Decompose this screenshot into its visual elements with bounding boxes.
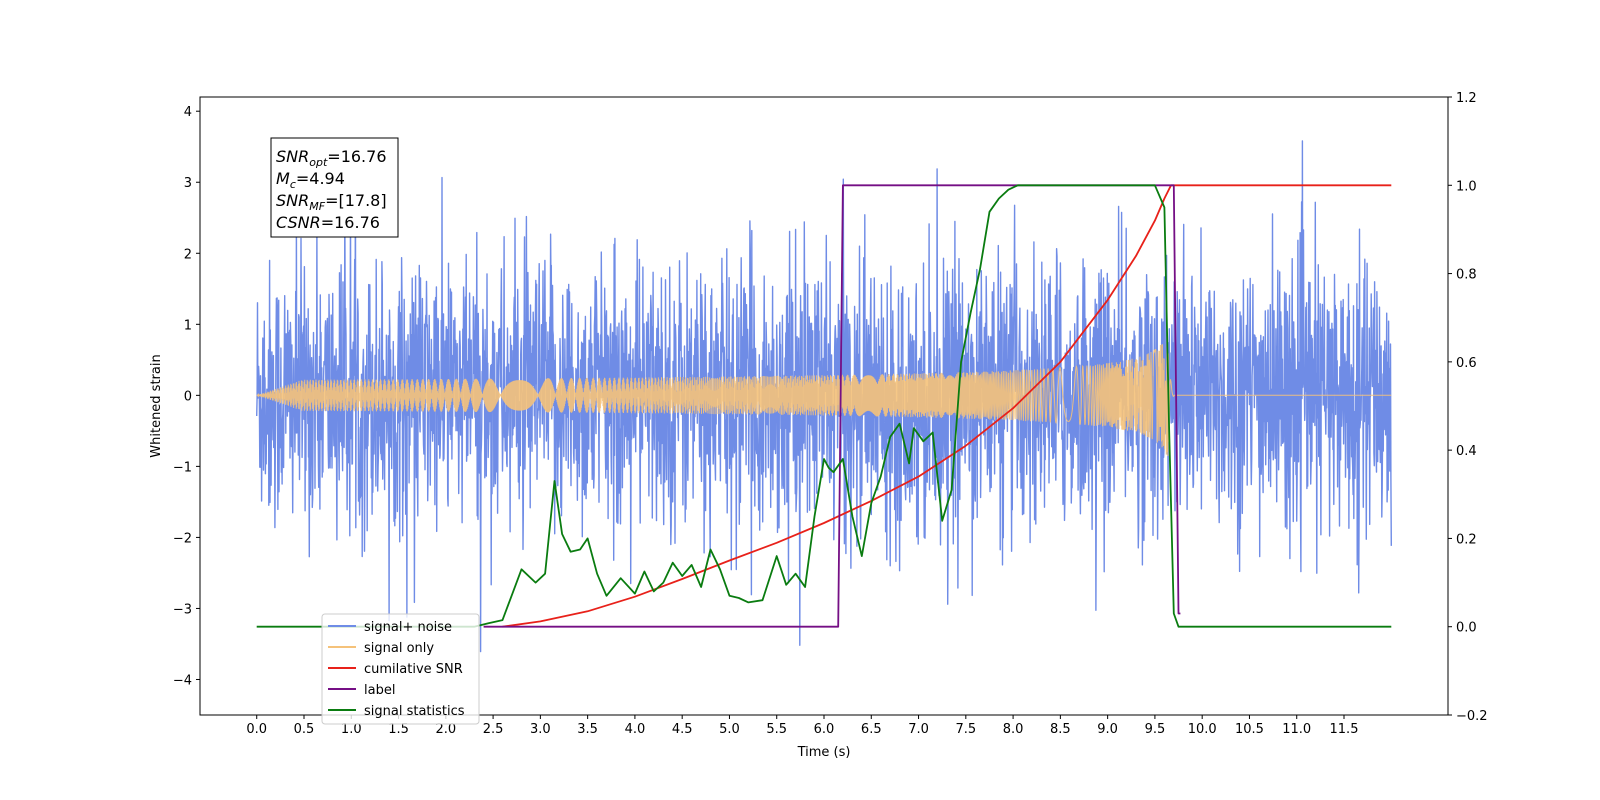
y2-tick-label: 0.4	[1456, 444, 1477, 459]
y-tick-label: 3	[184, 176, 192, 191]
y2-tick-label: 1.2	[1456, 91, 1477, 106]
series-signal-statistics	[256, 184, 1392, 628]
x-tick-label: 1.0	[341, 722, 362, 737]
x-tick-label: 4.5	[672, 722, 693, 737]
y-tick-label: −3	[173, 602, 192, 617]
legend-label: signal statistics	[364, 704, 465, 719]
x-tick-label: 6.5	[861, 722, 882, 737]
x-tick-label: 9.5	[1145, 722, 1166, 737]
x-tick-label: 3.0	[530, 722, 551, 737]
plot-area	[256, 140, 1392, 653]
x-tick-label: 0.0	[246, 722, 267, 737]
x-tick-label: 11.0	[1282, 722, 1311, 737]
legend-label: cumilative SNR	[364, 662, 463, 677]
annotation-line: Mc=4.94	[276, 169, 345, 191]
x-tick-label: 6.0	[814, 722, 835, 737]
x-tick-label: 1.5	[388, 722, 409, 737]
series-signal-noise	[256, 140, 1392, 653]
legend-label: signal+ noise	[364, 620, 452, 635]
y-tick-label: −4	[173, 673, 192, 688]
y-tick-label: 0	[184, 389, 192, 404]
x-tick-label: 8.0	[1003, 722, 1024, 737]
annotation-line: SNRopt=16.76	[276, 147, 387, 169]
legend-frame	[321, 613, 480, 725]
x-tick-label: 11.5	[1330, 722, 1359, 737]
x-tick-label: 5.0	[719, 722, 740, 737]
x-tick-label: 5.5	[766, 722, 787, 737]
x-tick-label: 4.0	[625, 722, 646, 737]
axis-ticks: 0.0 0.5 1.0 1.5 2.0 2.5 3.0 3.5 4.0 4.5 5.0 5.5 6.0 6…	[173, 91, 1488, 737]
legend-label: label	[364, 683, 395, 698]
y2-tick-label: −0.2	[1456, 709, 1488, 724]
y2-tick-label: 0.2	[1456, 532, 1477, 547]
annotation-frame	[270, 137, 399, 238]
y-tick-label: 1	[184, 318, 192, 333]
series-label	[483, 184, 1181, 628]
y-tick-label: −2	[173, 531, 192, 546]
x-tick-label: 10.0	[1188, 722, 1217, 737]
legend: signal+ noise signal only cumilative SNR la…	[321, 613, 480, 725]
x-tick-label: 2.5	[483, 722, 504, 737]
y2-tick-label: 0.0	[1456, 621, 1477, 636]
y-tick-label: −1	[173, 460, 192, 475]
annotation-line: SNRMF=[17.8]	[276, 191, 387, 213]
y2-tick-label: 1.0	[1456, 179, 1477, 194]
x-tick-label: 2.0	[435, 722, 456, 737]
x-tick-label: 3.5	[577, 722, 598, 737]
y-tick-label: 2	[184, 247, 192, 262]
x-tick-label: 8.5	[1050, 722, 1071, 737]
x-tick-label: 0.5	[294, 722, 315, 737]
x-tick-label: 9.0	[1097, 722, 1118, 737]
x-tick-label: 10.5	[1235, 722, 1264, 737]
series-signal-only	[256, 336, 1392, 457]
y2-tick-label: 0.8	[1456, 268, 1477, 283]
y-tick-label: 4	[184, 105, 192, 120]
y2-tick-label: 0.6	[1456, 356, 1477, 371]
annotation-line: CSNR=16.76	[276, 213, 380, 232]
x-tick-label: 7.0	[908, 722, 929, 737]
x-tick-label: 7.5	[955, 722, 976, 737]
x-axis-label: Time (s)	[797, 745, 851, 760]
legend-label: signal only	[364, 641, 434, 656]
y-axis-label: Whitened strain	[149, 354, 164, 457]
snr-annotation-box: SNRopt=16.76Mc=4.94SNRMF=[17.8]CSNR=16.7…	[270, 137, 399, 238]
